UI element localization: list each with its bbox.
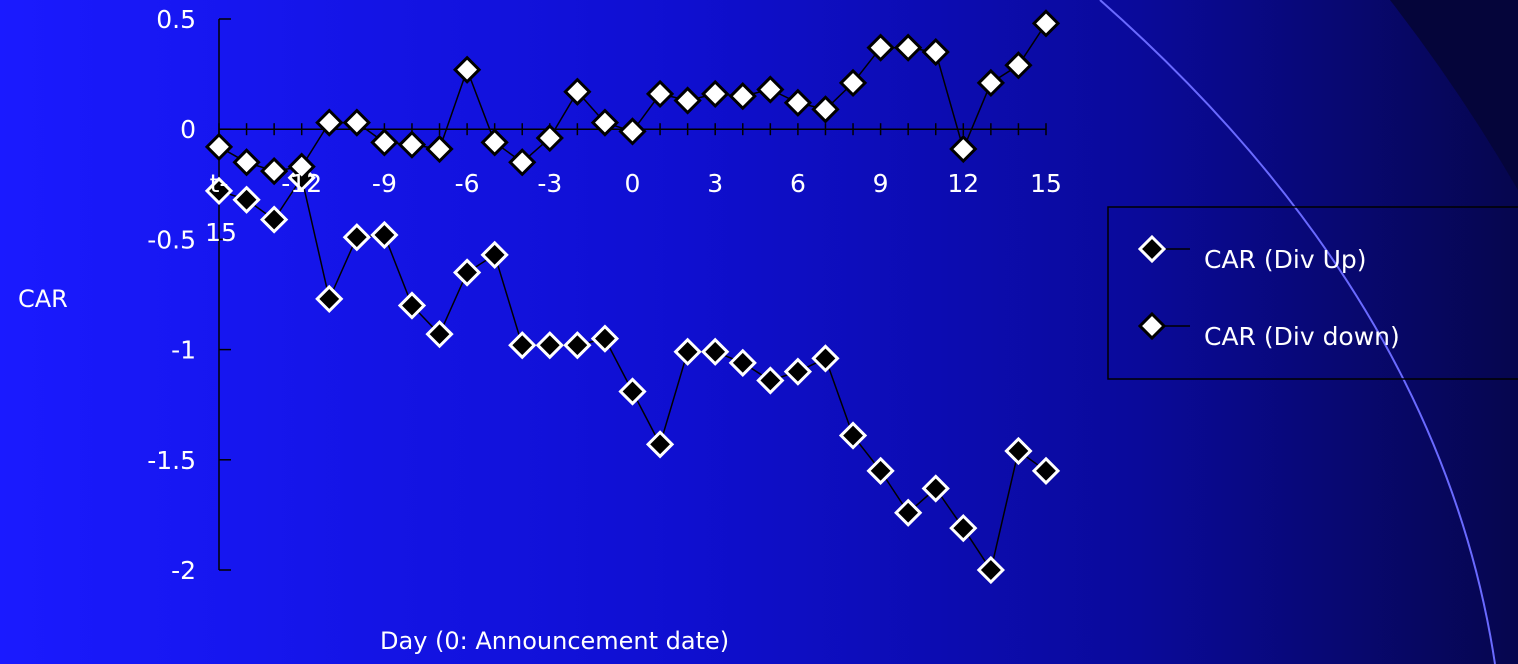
legend: CAR (Div Up) CAR (Div down) [1107,206,1518,380]
y-tick-label: 0.5 [156,5,196,34]
data-point-series-0 [1031,456,1061,485]
data-point-series-1 [645,79,675,109]
data-point-series-0 [618,377,647,406]
data-point-series-0 [838,421,868,450]
series-markers [204,9,1061,585]
data-point-series-1 [590,108,620,137]
data-point-series-0 [315,284,344,314]
data-point-series-1 [342,108,371,137]
data-point-series-0 [756,366,785,395]
y-tick-label: -1.5 [147,446,196,475]
data-point-series-1 [1031,9,1061,38]
data-point-series-0 [976,555,1005,585]
x-tick-label: -6 [455,169,480,198]
data-point-series-1 [921,37,950,67]
data-point-series-0 [508,331,537,360]
data-point-series-0 [397,291,427,320]
y-axis-title: CAR [18,285,68,313]
data-point-series-0 [204,176,234,206]
data-point-series-0 [590,324,620,353]
series-line-1 [218,22,1047,172]
data-point-series-1 [976,68,1005,98]
data-point-series-1 [949,134,978,164]
data-point-series-1 [701,79,730,109]
x-tick-label: 3 [707,169,723,198]
data-point-series-0 [452,258,482,287]
decorative-arc [1099,0,1496,664]
axes [218,18,1047,571]
data-point-series-1 [838,68,868,98]
data-point-series-1 [508,148,537,177]
legend-marker-div-up [1137,234,1167,264]
legend-label-div-down: CAR (Div down) [1204,322,1400,351]
data-point-series-1 [1004,51,1033,80]
y-tick-label: -1 [171,336,196,365]
data-point-series-0 [370,220,399,250]
data-point-series-1 [535,123,564,153]
data-point-series-0 [480,240,509,269]
x-tick-label: 12 [947,169,979,198]
data-point-series-1 [425,134,454,164]
data-point-series-0 [783,357,813,386]
data-point-series-0 [728,348,757,377]
data-point-series-0 [645,430,675,459]
x-tick-label-continuation: 15 [205,218,237,247]
x-tick-label: -3 [537,169,562,198]
data-point-series-0 [949,514,978,543]
y-tick-label: -2 [171,556,196,585]
data-point-series-1 [204,132,234,161]
legend-marker-div-down [1137,311,1167,341]
data-point-series-1 [287,152,316,181]
data-point-series-1 [618,117,647,146]
x-tick-label: 6 [790,169,806,198]
data-point-series-0 [535,331,564,360]
data-point-series-0 [342,223,371,252]
data-point-series-1 [397,130,427,159]
data-point-series-1 [563,77,592,106]
series-line-0 [218,175,1047,572]
x-tick-label: -9 [372,169,397,198]
data-point-series-1 [370,128,399,157]
y-tick-label: 0 [180,115,196,144]
data-point-series-0 [701,337,730,366]
data-point-series-1 [452,55,482,84]
data-point-series-1 [811,95,840,124]
series-lines [218,22,1047,572]
x-tick-labels: t- -12 -9 -6 -3 0 3 6 9 12 15 15 [205,169,1062,247]
data-point-series-0 [673,337,702,366]
data-point-series-1 [783,88,813,117]
data-point-series-0 [921,474,950,503]
x-tick-label: t- [210,169,229,198]
data-point-series-1 [480,128,509,157]
data-point-series-1 [232,148,261,177]
data-point-series-1 [673,86,702,115]
data-point-series-1 [728,82,757,111]
legend-box [1107,206,1518,380]
data-point-series-1 [894,33,923,62]
legend-label-div-up: CAR (Div Up) [1204,245,1367,274]
x-tick-label: 15 [1030,169,1062,198]
data-point-series-0 [425,320,454,349]
data-point-series-1 [866,33,895,62]
data-point-series-0 [894,498,923,527]
x-tick-label: 9 [873,169,889,198]
decorative-corner [1390,0,1518,190]
x-axis-title: Day (0: Announcement date) [380,627,729,655]
y-tick-label: -0.5 [147,225,196,254]
data-point-series-0 [811,344,840,373]
x-tick-label: 0 [625,169,641,198]
data-point-series-0 [232,185,261,214]
data-point-series-1 [260,156,289,186]
x-tick-label: -12 [281,169,322,198]
data-point-series-0 [1004,436,1033,466]
data-point-series-0 [260,205,289,234]
data-point-series-1 [315,108,344,137]
data-point-series-1 [756,75,785,104]
data-point-series-0 [563,331,592,360]
y-tick-labels: 0.5 0 -0.5 -1 -1.5 -2 [147,5,196,585]
data-point-series-0 [866,456,895,485]
